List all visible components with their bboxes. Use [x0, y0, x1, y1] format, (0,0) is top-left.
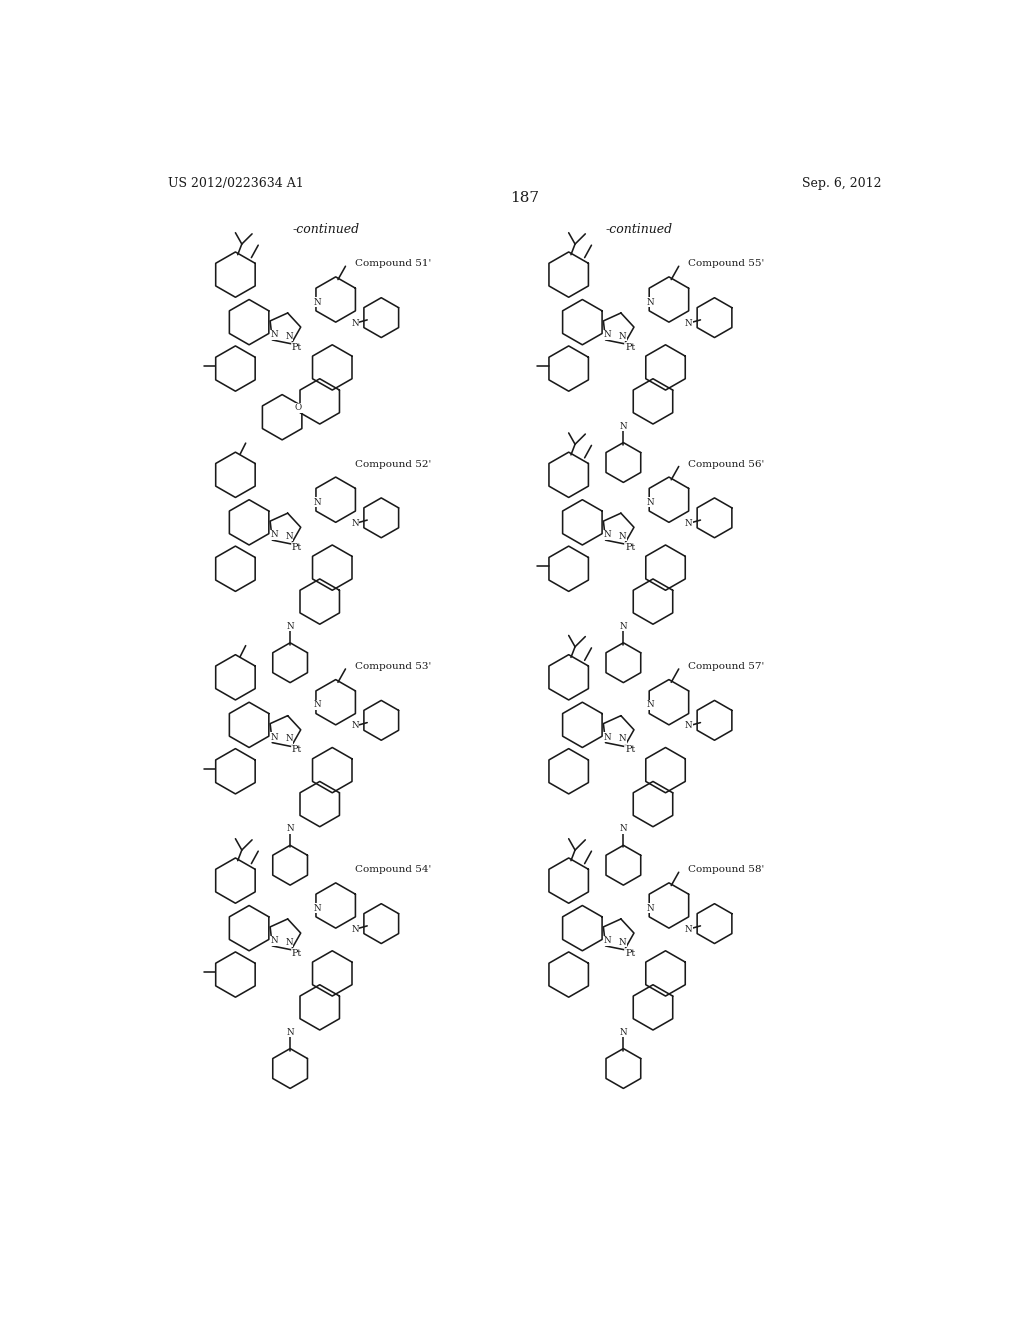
Text: N: N [313, 701, 321, 709]
Text: N: N [604, 531, 611, 540]
Text: N: N [313, 298, 321, 306]
Text: N: N [604, 733, 611, 742]
Text: N: N [313, 904, 321, 912]
Text: N: N [618, 331, 626, 341]
Text: Compound 54': Compound 54' [355, 866, 431, 874]
Text: N: N [270, 733, 279, 742]
Text: N: N [286, 734, 293, 743]
Text: Pt: Pt [292, 343, 302, 351]
Text: Pt: Pt [625, 949, 635, 957]
Text: N: N [351, 925, 358, 933]
Text: N: N [270, 330, 279, 339]
Text: N: N [286, 937, 293, 946]
Text: -continued: -continued [606, 223, 673, 236]
Text: N: N [604, 936, 611, 945]
Text: N: N [286, 331, 293, 341]
Text: Compound 57': Compound 57' [688, 663, 765, 671]
Text: N: N [270, 531, 279, 540]
Text: N: N [313, 498, 321, 507]
Text: Compound 53': Compound 53' [355, 663, 431, 671]
Text: N: N [646, 298, 654, 306]
Text: N: N [646, 498, 654, 507]
Text: N: N [618, 532, 626, 541]
Text: N: N [287, 622, 294, 631]
Text: N: N [287, 1028, 294, 1036]
Text: O: O [295, 403, 302, 412]
Text: N: N [684, 925, 692, 933]
Text: US 2012/0223634 A1: US 2012/0223634 A1 [168, 177, 304, 190]
Text: N: N [620, 1028, 627, 1036]
Text: N: N [684, 722, 692, 730]
Text: N: N [286, 532, 293, 541]
Text: N: N [351, 519, 358, 528]
Text: N: N [620, 622, 627, 631]
Text: N: N [646, 701, 654, 709]
Text: -continued: -continued [292, 223, 359, 236]
Text: 187: 187 [510, 191, 540, 206]
Text: N: N [620, 825, 627, 833]
Text: Compound 52': Compound 52' [355, 459, 431, 469]
Text: N: N [620, 422, 627, 430]
Text: Pt: Pt [625, 543, 635, 552]
Text: Pt: Pt [292, 543, 302, 552]
Text: N: N [684, 519, 692, 528]
Text: Pt: Pt [292, 949, 302, 957]
Text: Pt: Pt [625, 746, 635, 754]
Text: N: N [270, 936, 279, 945]
Text: Compound 58': Compound 58' [688, 866, 765, 874]
Text: Sep. 6, 2012: Sep. 6, 2012 [802, 177, 882, 190]
Text: Pt: Pt [625, 343, 635, 351]
Text: N: N [618, 937, 626, 946]
Text: Compound 51': Compound 51' [355, 260, 431, 268]
Text: N: N [646, 904, 654, 912]
Text: N: N [618, 734, 626, 743]
Text: N: N [684, 319, 692, 327]
Text: Pt: Pt [292, 746, 302, 754]
Text: N: N [351, 722, 358, 730]
Text: N: N [604, 330, 611, 339]
Text: N: N [287, 825, 294, 833]
Text: N: N [351, 319, 358, 327]
Text: Compound 55': Compound 55' [688, 260, 765, 268]
Text: Compound 56': Compound 56' [688, 459, 765, 469]
